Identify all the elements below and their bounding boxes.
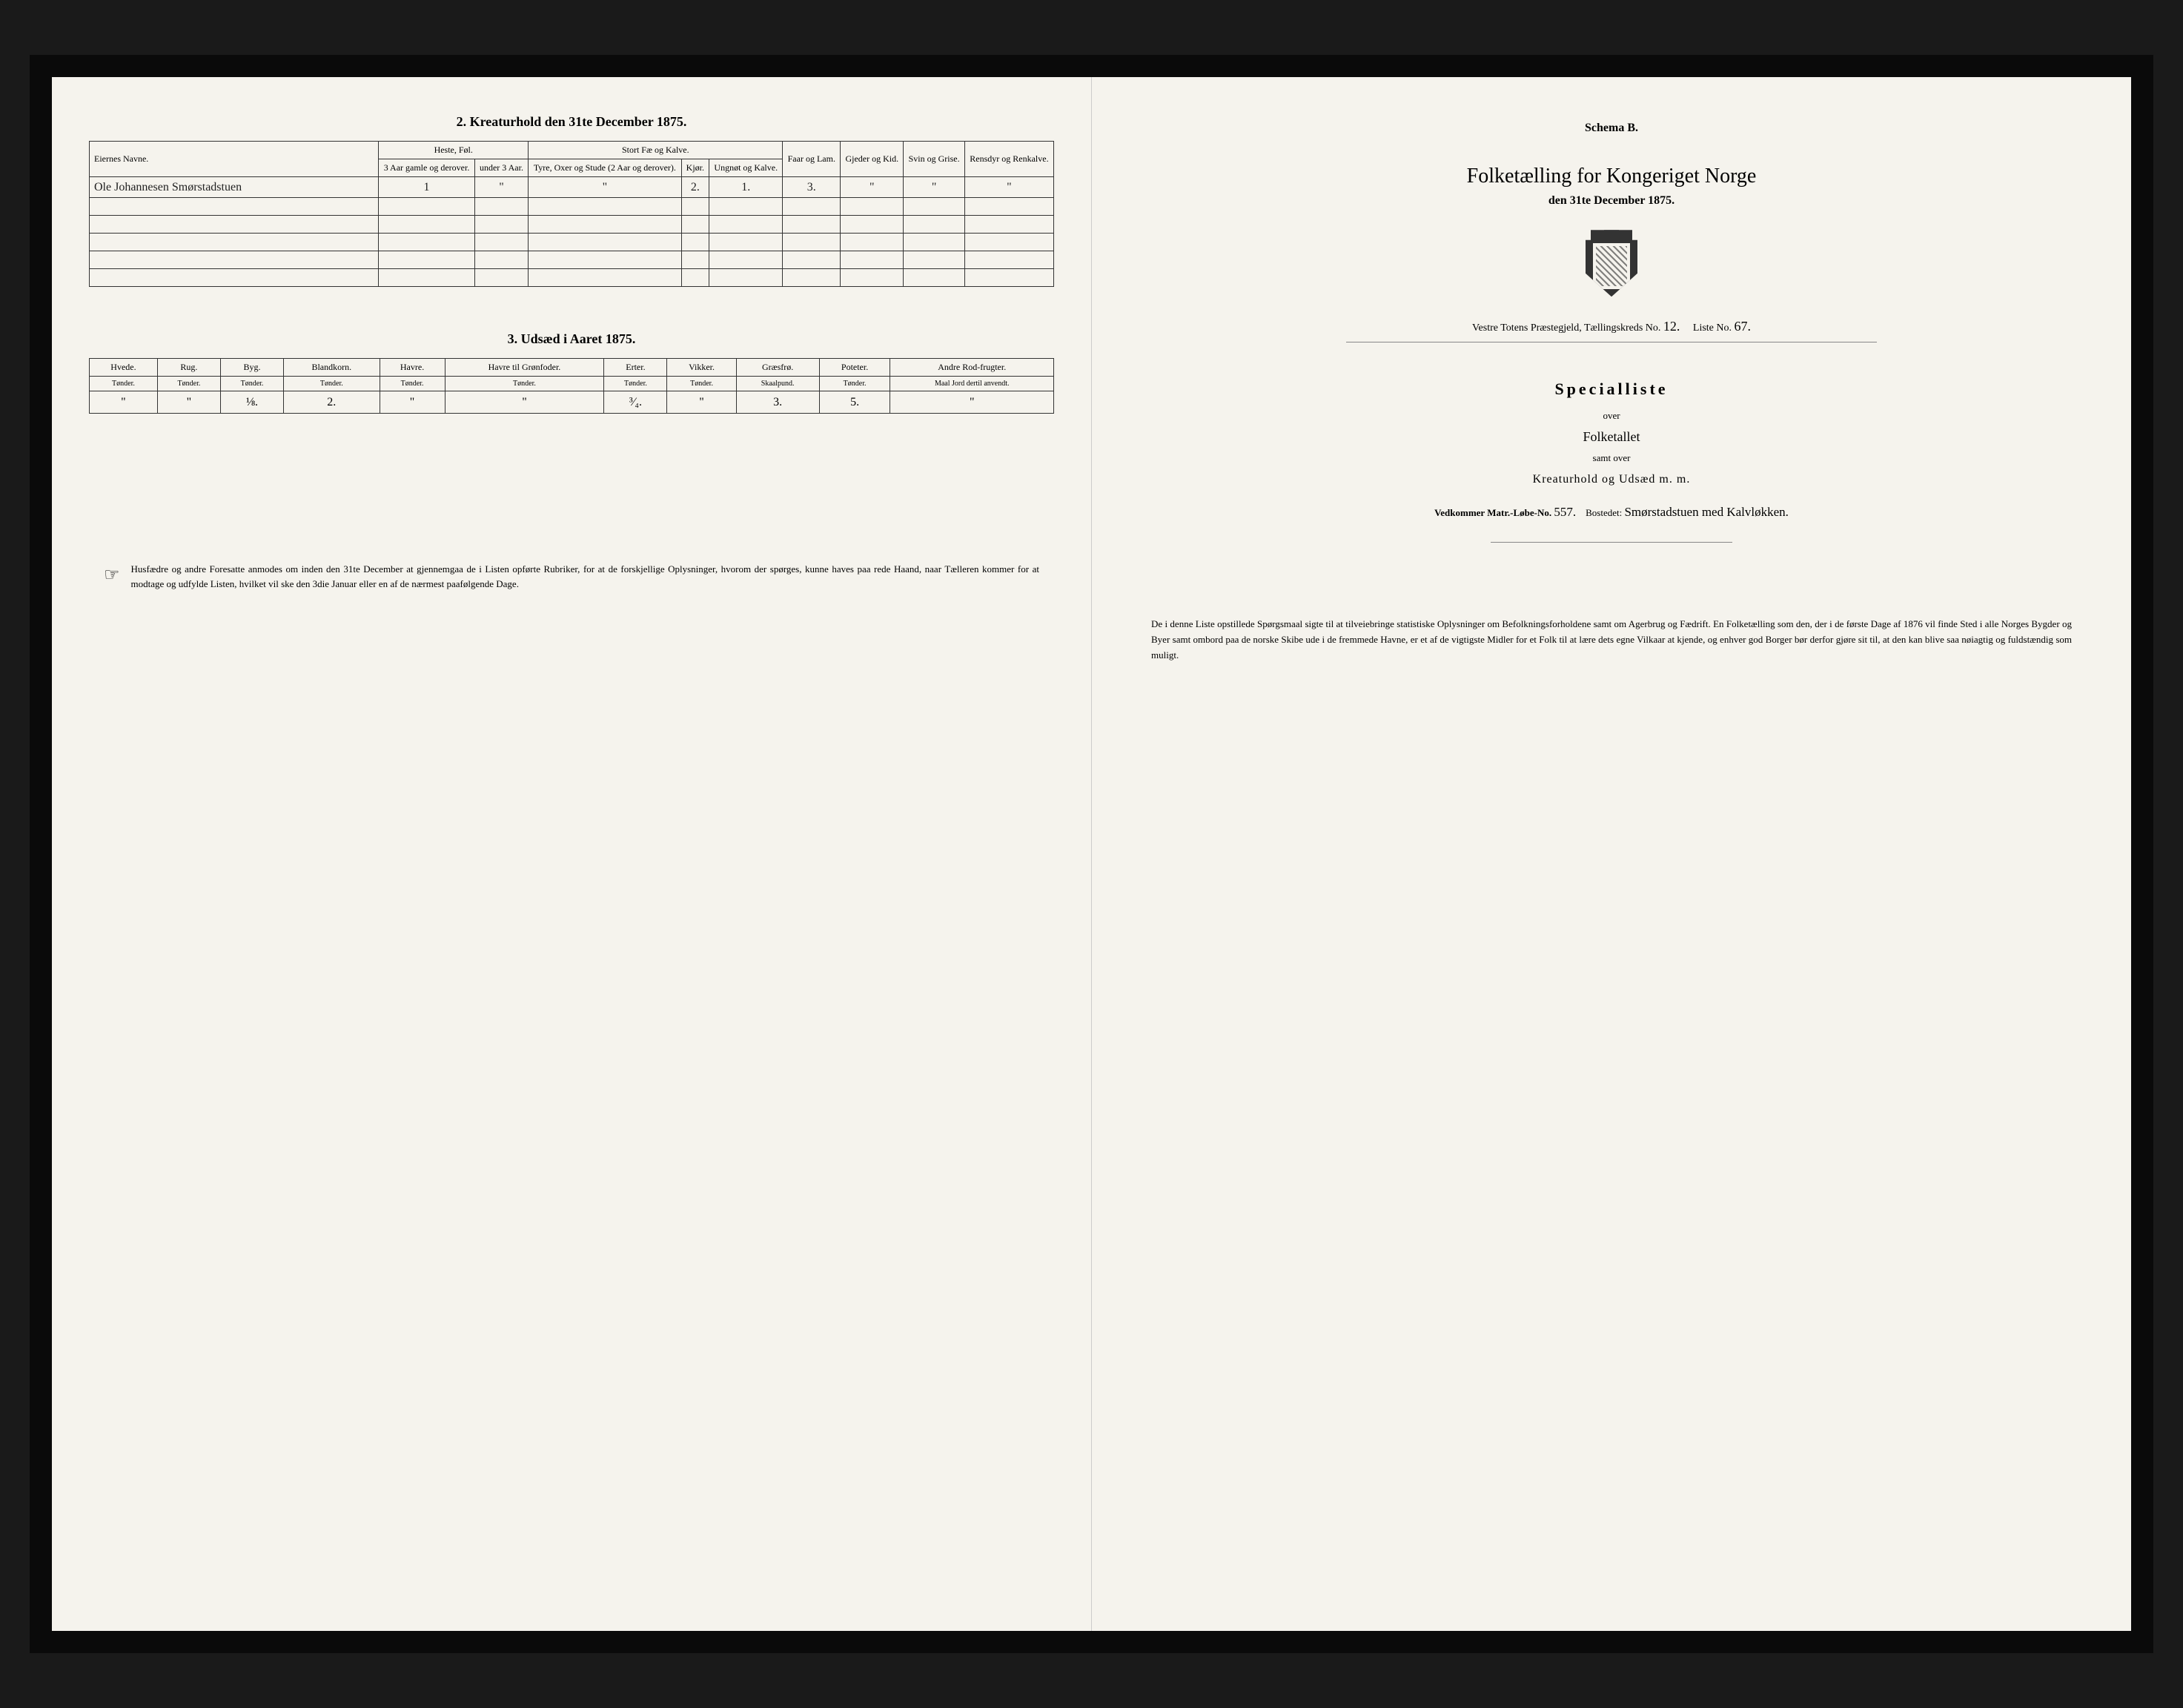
cell: " [841, 177, 904, 198]
cell: ³⁄₄. [604, 391, 667, 414]
col-pigs: Svin og Grise. [904, 142, 965, 177]
cell-owner: Ole Johannesen Smørstadstuen [90, 177, 379, 198]
col: Blandkorn. [284, 359, 380, 377]
col: Poteter. [819, 359, 890, 377]
col: Rug. [157, 359, 220, 377]
divider [1491, 542, 1732, 543]
samt-text: samt over [1129, 452, 2094, 464]
cell: " [474, 177, 528, 198]
unit: Tønder. [604, 377, 667, 391]
left-page: 2. Kreaturhold den 31te December 1875. E… [52, 77, 1092, 1630]
unit: Tønder. [157, 377, 220, 391]
col: Erter. [604, 359, 667, 377]
col-goats: Gjeder og Kid. [841, 142, 904, 177]
cell: 1. [709, 177, 783, 198]
col-reindeer: Rensdyr og Renkalve. [964, 142, 1053, 177]
col: Havre til Grønfoder. [445, 359, 604, 377]
table-row [90, 198, 1054, 216]
cell: ⅛. [220, 391, 283, 414]
cell: " [445, 391, 604, 414]
over-text: over [1129, 410, 2094, 422]
main-title: Folketælling for Kongeriget Norge [1129, 165, 2094, 188]
unit: Tønder. [819, 377, 890, 391]
bottom-paragraph: De i denne Liste opstillede Spørgsmaal s… [1129, 617, 2094, 663]
kreatur-line: Kreaturhold og Udsæd m. m. [1129, 473, 2094, 486]
col-h2: under 3 Aar. [474, 159, 528, 177]
cell: 3. [736, 391, 819, 414]
district-line: Vestre Totens Præstegjeld, Tællingskreds… [1129, 319, 2094, 334]
col: Byg. [220, 359, 283, 377]
col-h1: 3 Aar gamle og derover. [379, 159, 474, 177]
colgrp-cattle: Stort Fæ og Kalve. [529, 142, 783, 159]
cell: " [157, 391, 220, 414]
unit: Skaalpund. [736, 377, 819, 391]
cell: 5. [819, 391, 890, 414]
unit: Tønder. [380, 377, 445, 391]
seed-header-row: Hvede. Rug. Byg. Blandkorn. Havre. Havre… [90, 359, 1054, 377]
pointing-hand-icon: ☞ [104, 562, 120, 591]
seed-unit-row: Tønder. Tønder. Tønder. Tønder. Tønder. … [90, 377, 1054, 391]
vedkommer-prefix: Vedkommer Matr.-Løbe-No. [1434, 507, 1551, 518]
schema-label: Schema B. [1129, 122, 2094, 135]
table-row [90, 216, 1054, 234]
footnote-text: Husfædre og andre Foresatte anmodes om i… [131, 562, 1039, 591]
livestock-table: Eiernes Navne. Heste, Føl. Stort Fæ og K… [89, 141, 1054, 287]
col-s1: Tyre, Oxer og Stude (2 Aar og derover). [529, 159, 681, 177]
col-s2: Kjør. [681, 159, 709, 177]
col: Hvede. [90, 359, 158, 377]
table-row [90, 251, 1054, 269]
section3-heading: 3. Udsæd i Aaret 1875. [89, 331, 1054, 347]
seed-table: Hvede. Rug. Byg. Blandkorn. Havre. Havre… [89, 358, 1054, 414]
table-row: " " ⅛. 2. " " ³⁄₄. " 3. 5. " [90, 391, 1054, 414]
col: Vikker. [667, 359, 736, 377]
cell: " [964, 177, 1053, 198]
unit: Tønder. [667, 377, 736, 391]
table-row: Ole Johannesen Smørstadstuen 1 " " 2. 1.… [90, 177, 1054, 198]
col: Havre. [380, 359, 445, 377]
subtitle-date: den 31te December 1875. [1129, 194, 2094, 208]
colgrp-horses: Heste, Føl. [379, 142, 529, 159]
col: Græsfrø. [736, 359, 819, 377]
col-owner: Eiernes Navne. [90, 142, 379, 177]
matr-no: 557. [1554, 505, 1576, 519]
col-sheep: Faar og Lam. [783, 142, 841, 177]
bostedet-prefix: Bostedet: [1586, 507, 1622, 518]
liste-no: 67. [1735, 319, 1752, 334]
cell: " [529, 177, 681, 198]
liste-prefix: Liste No. [1693, 322, 1732, 334]
document-spread: 2. Kreaturhold den 31te December 1875. E… [52, 77, 2131, 1630]
table-row [90, 234, 1054, 251]
cell: 1 [379, 177, 474, 198]
bostedet: Smørstadstuen med Kalvløkken. [1624, 505, 1788, 519]
col-s3: Ungnøt og Kalve. [709, 159, 783, 177]
cell: " [90, 391, 158, 414]
scan-frame: 2. Kreaturhold den 31te December 1875. E… [30, 55, 2153, 1652]
district-no: 12. [1663, 319, 1680, 334]
right-page: Schema B. Folketælling for Kongeriget No… [1092, 77, 2131, 1630]
table-row [90, 269, 1054, 287]
col: Andre Rod-frugter. [890, 359, 1054, 377]
unit: Tønder. [90, 377, 158, 391]
cell: " [904, 177, 965, 198]
folketallet: Folketallet [1129, 429, 2094, 445]
district-prefix: Vestre Totens Præstegjeld, Tællingskreds… [1472, 322, 1660, 334]
cell: " [667, 391, 736, 414]
cell: 2. [284, 391, 380, 414]
cell: 3. [783, 177, 841, 198]
cell: " [380, 391, 445, 414]
footnote-block: ☞ Husfædre og andre Foresatte anmodes om… [89, 562, 1054, 591]
unit: Tønder. [445, 377, 604, 391]
cell: 2. [681, 177, 709, 198]
coat-of-arms-icon [1586, 230, 1637, 297]
vedkommer-line: Vedkommer Matr.-Løbe-No. 557. Bostedet: … [1129, 505, 2094, 520]
cell: " [890, 391, 1054, 414]
special-title: Specialliste [1129, 380, 2094, 399]
unit: Tønder. [284, 377, 380, 391]
unit: Maal Jord dertil anvendt. [890, 377, 1054, 391]
section2-heading: 2. Kreaturhold den 31te December 1875. [89, 114, 1054, 130]
unit: Tønder. [220, 377, 283, 391]
